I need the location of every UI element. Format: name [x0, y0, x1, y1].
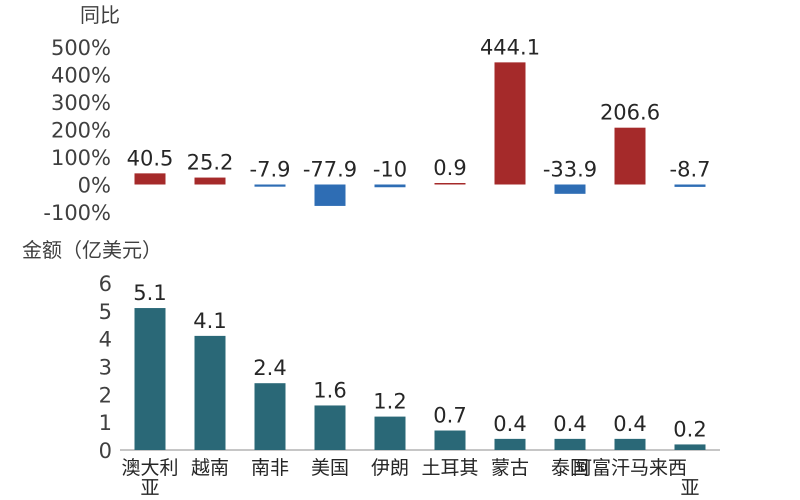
x-category-label: 泰国 [551, 457, 589, 479]
amount-data-label: 1.6 [313, 378, 346, 402]
amount-bar-5 [434, 430, 466, 450]
growth-bar-5 [434, 183, 466, 185]
bottom-y-tick-label: 6 [99, 272, 112, 296]
top-y-tick-label: 100% [51, 146, 111, 170]
amount-bar-8 [614, 438, 646, 450]
amount-data-label: 5.1 [133, 281, 166, 305]
amount-bar-9 [674, 444, 706, 450]
x-category-label: 亚 [140, 477, 159, 499]
x-category-label: 亚 [680, 477, 699, 499]
x-category-label: 伊朗 [371, 457, 409, 479]
growth-data-label: -33.9 [543, 158, 597, 182]
amount-bar-7 [554, 438, 586, 450]
growth-bar-4 [374, 184, 406, 188]
amount-bar-6 [494, 438, 526, 450]
growth-bar-7 [554, 184, 586, 194]
bottom-y-tick-label: 0 [99, 439, 112, 463]
amount-bar-4 [374, 416, 406, 450]
amount-data-label: 0.4 [613, 412, 646, 436]
amount-data-label: 4.1 [193, 309, 226, 333]
bottom-y-tick-label: 3 [99, 356, 112, 380]
growth-data-label: 444.1 [480, 35, 540, 59]
x-category-label: 土耳其 [421, 457, 478, 479]
top-axis-title: 同比 [80, 3, 120, 27]
x-category-label: 澳大利 [121, 457, 178, 479]
bottom-y-tick-label: 2 [99, 383, 112, 407]
amount-data-label: 0.4 [493, 412, 526, 436]
amount-data-label: 0.2 [673, 417, 706, 441]
top-y-tick-label: 0% [78, 174, 111, 198]
amount-data-label: 2.4 [253, 356, 286, 380]
growth-bar-9 [674, 184, 706, 187]
growth-data-label: 206.6 [600, 101, 660, 125]
top-y-tick-label: 300% [51, 91, 111, 115]
top-y-tick-label: 500% [51, 36, 111, 60]
growth-bar-8 [614, 127, 646, 185]
x-category-label: 阿富汗马来西 [573, 457, 687, 479]
growth-data-label: -77.9 [303, 158, 357, 182]
x-category-label: 美国 [311, 457, 349, 479]
amount-bar-1 [194, 335, 226, 450]
bottom-y-tick-label: 4 [99, 328, 112, 352]
growth-bar-3 [314, 184, 346, 206]
amount-data-label: 1.2 [373, 390, 406, 414]
amount-data-label: 0.4 [553, 412, 586, 436]
growth-data-label: -10 [373, 158, 407, 182]
growth-bar-0 [134, 173, 166, 185]
bottom-axis-title: 金额（亿美元） [22, 238, 162, 262]
top-y-tick-label: 400% [51, 64, 111, 88]
amount-bar-2 [254, 383, 286, 450]
growth-bar-2 [254, 184, 286, 187]
amount-data-label: 0.7 [433, 404, 466, 428]
x-category-label: 蒙古 [491, 457, 529, 479]
growth-data-label: 25.2 [187, 151, 234, 175]
amount-bar-0 [134, 308, 166, 450]
x-category-label: 南非 [251, 457, 289, 479]
growth-bar-6 [494, 62, 526, 185]
growth-data-label: 0.9 [433, 156, 466, 180]
top-y-tick-label: 200% [51, 119, 111, 143]
growth-data-label: -7.9 [250, 158, 291, 182]
top-y-tick-label: -100% [43, 201, 111, 225]
bottom-y-tick-label: 1 [99, 411, 112, 435]
growth-bar-1 [194, 177, 226, 185]
growth-data-label: 40.5 [127, 146, 174, 170]
growth-data-label: -8.7 [670, 158, 711, 182]
amount-bar-3 [314, 405, 346, 450]
bottom-y-tick-label: 5 [99, 300, 112, 324]
x-category-label: 越南 [191, 457, 229, 479]
